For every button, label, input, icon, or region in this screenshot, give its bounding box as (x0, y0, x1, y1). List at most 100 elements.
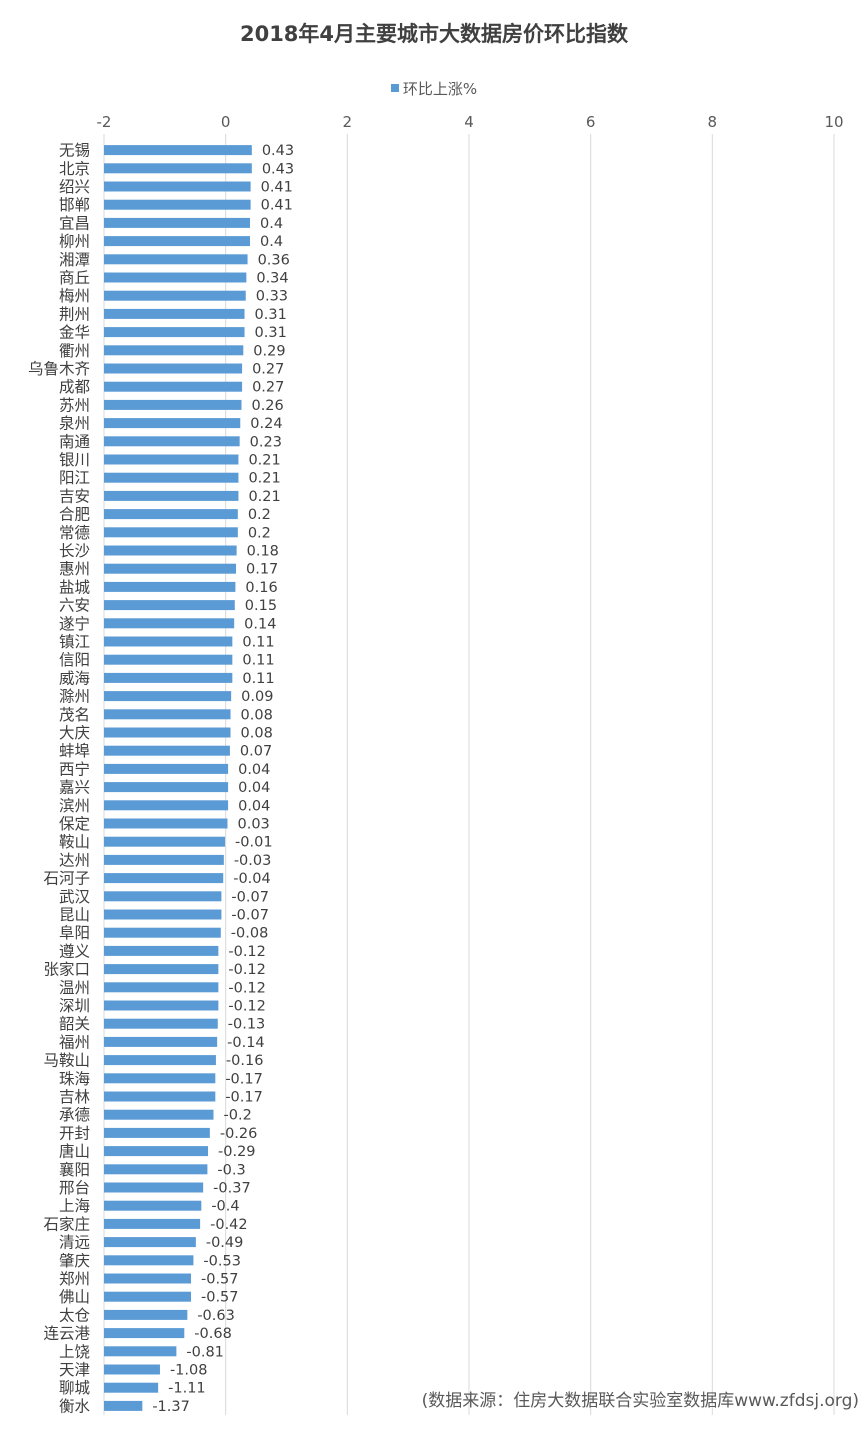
category-label: 成都 (59, 378, 90, 396)
category-label: 太仓 (59, 1306, 91, 1324)
category-label: 承德 (59, 1106, 90, 1124)
data-label: 0.11 (242, 635, 274, 651)
data-label: -0.07 (231, 908, 269, 924)
data-label: 0.31 (255, 307, 287, 323)
category-label: 韶关 (59, 1015, 90, 1033)
data-label: 0.43 (262, 143, 294, 159)
data-label: 0.08 (241, 726, 273, 742)
data-label: -1.11 (168, 1381, 206, 1397)
data-label: 0.33 (256, 289, 288, 305)
bar (104, 581, 236, 592)
bar (104, 854, 224, 865)
data-label: -0.2 (224, 1108, 252, 1124)
category-label: 唐山 (59, 1143, 90, 1161)
category-label: 绍兴 (59, 178, 90, 196)
bar (104, 545, 237, 556)
data-label: 0.2 (248, 507, 271, 523)
legend: 环比上涨% (0, 78, 868, 99)
bar (104, 254, 248, 265)
category-label: 吉林 (59, 1088, 91, 1106)
category-label: 大庆 (59, 724, 90, 742)
data-label: -0.12 (228, 962, 266, 978)
data-label: -0.57 (201, 1290, 239, 1306)
bar (104, 1237, 196, 1248)
category-label: 商丘 (59, 269, 90, 287)
bar (104, 327, 245, 338)
bar (104, 836, 226, 847)
data-label: -0.01 (235, 835, 273, 851)
data-label: -1.37 (152, 1399, 190, 1415)
data-label: 0.26 (251, 398, 283, 414)
bar (104, 873, 224, 884)
category-label: 昆山 (59, 906, 90, 924)
bar (104, 1036, 218, 1047)
x-tick-label: 10 (824, 113, 843, 131)
category-label: 西宁 (59, 760, 90, 778)
bar (104, 1164, 208, 1175)
data-label: 0.24 (250, 416, 282, 432)
category-label: 柳州 (59, 233, 90, 251)
data-label: 0.41 (261, 180, 293, 196)
data-label: 0.36 (258, 252, 290, 268)
category-label: 连云港 (43, 1325, 90, 1343)
data-label: 0.08 (241, 707, 273, 723)
bar (104, 1309, 188, 1320)
legend-swatch (390, 83, 399, 92)
category-label: 信阳 (59, 651, 90, 669)
data-label: -0.07 (231, 889, 269, 905)
bar (104, 636, 233, 647)
bar (104, 363, 243, 374)
category-label: 泉州 (59, 415, 90, 433)
data-label: -0.03 (234, 853, 272, 869)
data-label: -0.3 (217, 1162, 245, 1178)
data-label: -0.63 (197, 1308, 235, 1324)
x-tick-label: 8 (708, 113, 718, 131)
category-label: 邯郸 (59, 196, 90, 214)
bar (104, 308, 245, 319)
bar (104, 399, 242, 410)
bar (104, 909, 222, 920)
data-label: -0.42 (210, 1217, 248, 1233)
bar (104, 691, 232, 702)
category-label: 湘潭 (59, 251, 90, 269)
category-label: 邢台 (59, 1179, 90, 1197)
data-label: -1.08 (170, 1363, 208, 1379)
category-label: 珠海 (59, 1070, 90, 1088)
bar (104, 454, 239, 465)
bar (104, 290, 246, 301)
data-label: -0.12 (228, 980, 266, 996)
category-label: 长沙 (59, 542, 90, 560)
bar (104, 782, 229, 793)
bar (104, 1073, 216, 1084)
data-label: 0.07 (240, 744, 272, 760)
bar (104, 199, 251, 210)
category-label: 无锡 (59, 142, 90, 160)
category-label: 衡水 (59, 1397, 91, 1415)
data-label: 0.04 (238, 780, 270, 796)
category-label: 北京 (59, 160, 90, 178)
x-tick-label: 2 (343, 113, 353, 131)
category-label: 衢州 (59, 342, 90, 360)
bar (104, 1127, 210, 1138)
category-label: 六安 (59, 597, 90, 615)
bar (104, 1182, 204, 1193)
bar (104, 145, 252, 156)
data-label: 0.29 (253, 343, 285, 359)
data-label: 0.21 (248, 453, 280, 469)
category-label: 阜阳 (59, 924, 90, 942)
bar (104, 1000, 219, 1011)
bar (104, 745, 230, 756)
category-label: 达州 (59, 851, 90, 869)
category-label: 上海 (59, 1197, 90, 1215)
data-label: 0.27 (252, 362, 284, 378)
category-label: 佛山 (59, 1288, 90, 1306)
category-label: 石河子 (43, 870, 90, 888)
category-label: 马鞍山 (43, 1052, 90, 1070)
data-label: -0.29 (218, 1144, 256, 1160)
data-label: 0.41 (261, 198, 293, 214)
category-label: 武汉 (59, 888, 91, 906)
data-label: 0.43 (262, 161, 294, 177)
data-label: 0.2 (248, 525, 271, 541)
data-label: 0.21 (248, 471, 280, 487)
category-label: 金华 (59, 324, 90, 342)
